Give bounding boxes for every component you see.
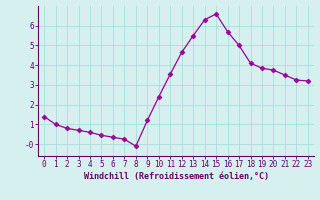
X-axis label: Windchill (Refroidissement éolien,°C): Windchill (Refroidissement éolien,°C) xyxy=(84,172,268,181)
